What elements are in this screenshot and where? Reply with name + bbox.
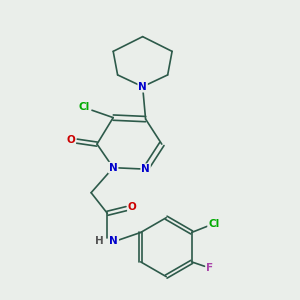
Text: H: H [95, 236, 103, 246]
Text: N: N [110, 236, 118, 246]
Text: O: O [66, 135, 75, 145]
Text: N: N [138, 82, 147, 92]
Text: F: F [206, 263, 214, 273]
Text: Cl: Cl [208, 219, 219, 229]
Text: O: O [128, 202, 137, 212]
Text: N: N [109, 163, 118, 173]
Text: Cl: Cl [78, 102, 89, 112]
Text: N: N [141, 164, 150, 174]
